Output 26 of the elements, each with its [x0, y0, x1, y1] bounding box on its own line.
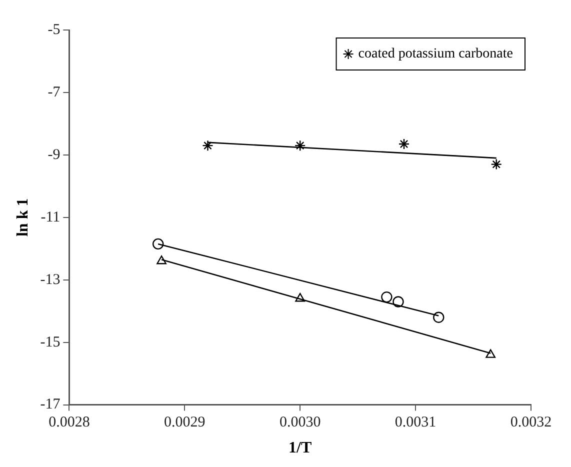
y-tick-label: -9 — [48, 146, 60, 163]
y-tick-label: -15 — [40, 334, 60, 350]
point — [490, 158, 502, 170]
point — [398, 138, 410, 150]
y-tick-label: -11 — [40, 209, 60, 226]
x-tick-label: 0.0030 — [279, 414, 321, 431]
point — [381, 291, 392, 303]
x-axis-title: 1/T — [288, 440, 312, 457]
point — [392, 296, 404, 308]
y-tick-label: -7 — [48, 84, 61, 100]
point — [294, 140, 306, 152]
y-tick-label: -17 — [40, 396, 61, 413]
point — [486, 349, 496, 358]
x-tick-label: 0.0029 — [164, 414, 206, 431]
point — [295, 293, 306, 302]
point — [433, 312, 444, 323]
x-tick-label: 0.0028 — [48, 414, 90, 431]
y-axis-title: ln k 1 — [14, 198, 32, 237]
x-tick-label: 0.0031 — [394, 414, 436, 431]
point — [152, 238, 164, 250]
point — [202, 140, 214, 152]
y-tick-label: -5 — [48, 22, 60, 38]
x-tick-label: 0.0032 — [510, 414, 552, 431]
legend-label: coated potassium carbonate — [358, 46, 513, 62]
point — [156, 256, 166, 264]
y-tick-label: -13 — [40, 272, 60, 288]
